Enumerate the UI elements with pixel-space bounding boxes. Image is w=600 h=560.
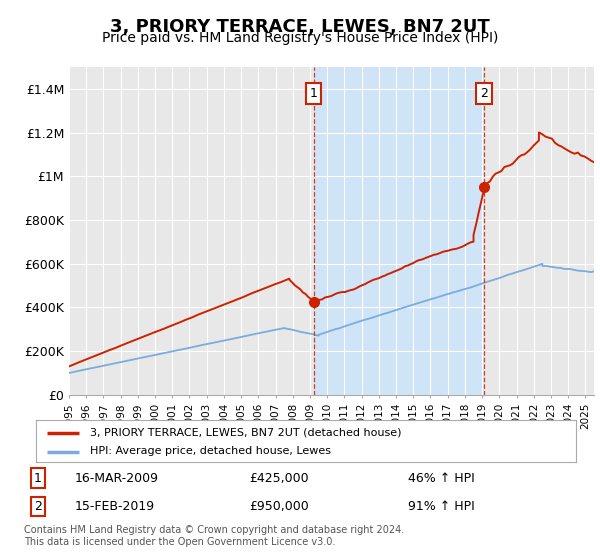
Text: 16-MAR-2009: 16-MAR-2009 [75,472,159,484]
Text: 3, PRIORY TERRACE, LEWES, BN7 2UT: 3, PRIORY TERRACE, LEWES, BN7 2UT [110,18,490,36]
Text: 15-FEB-2019: 15-FEB-2019 [75,500,155,513]
Text: 91% ↑ HPI: 91% ↑ HPI [407,500,474,513]
Text: 3, PRIORY TERRACE, LEWES, BN7 2UT (detached house): 3, PRIORY TERRACE, LEWES, BN7 2UT (detac… [90,428,401,437]
Text: 2: 2 [34,500,42,513]
Text: £425,000: £425,000 [250,472,309,484]
Text: Price paid vs. HM Land Registry's House Price Index (HPI): Price paid vs. HM Land Registry's House … [102,31,498,45]
Text: Contains HM Land Registry data © Crown copyright and database right 2024.
This d: Contains HM Land Registry data © Crown c… [24,525,404,547]
Text: 46% ↑ HPI: 46% ↑ HPI [407,472,474,484]
Text: £950,000: £950,000 [250,500,310,513]
Text: 1: 1 [34,472,42,484]
Bar [314,67,484,395]
Text: 2: 2 [480,87,488,100]
Text: 1: 1 [310,87,317,100]
Text: HPI: Average price, detached house, Lewes: HPI: Average price, detached house, Lewe… [90,446,331,456]
